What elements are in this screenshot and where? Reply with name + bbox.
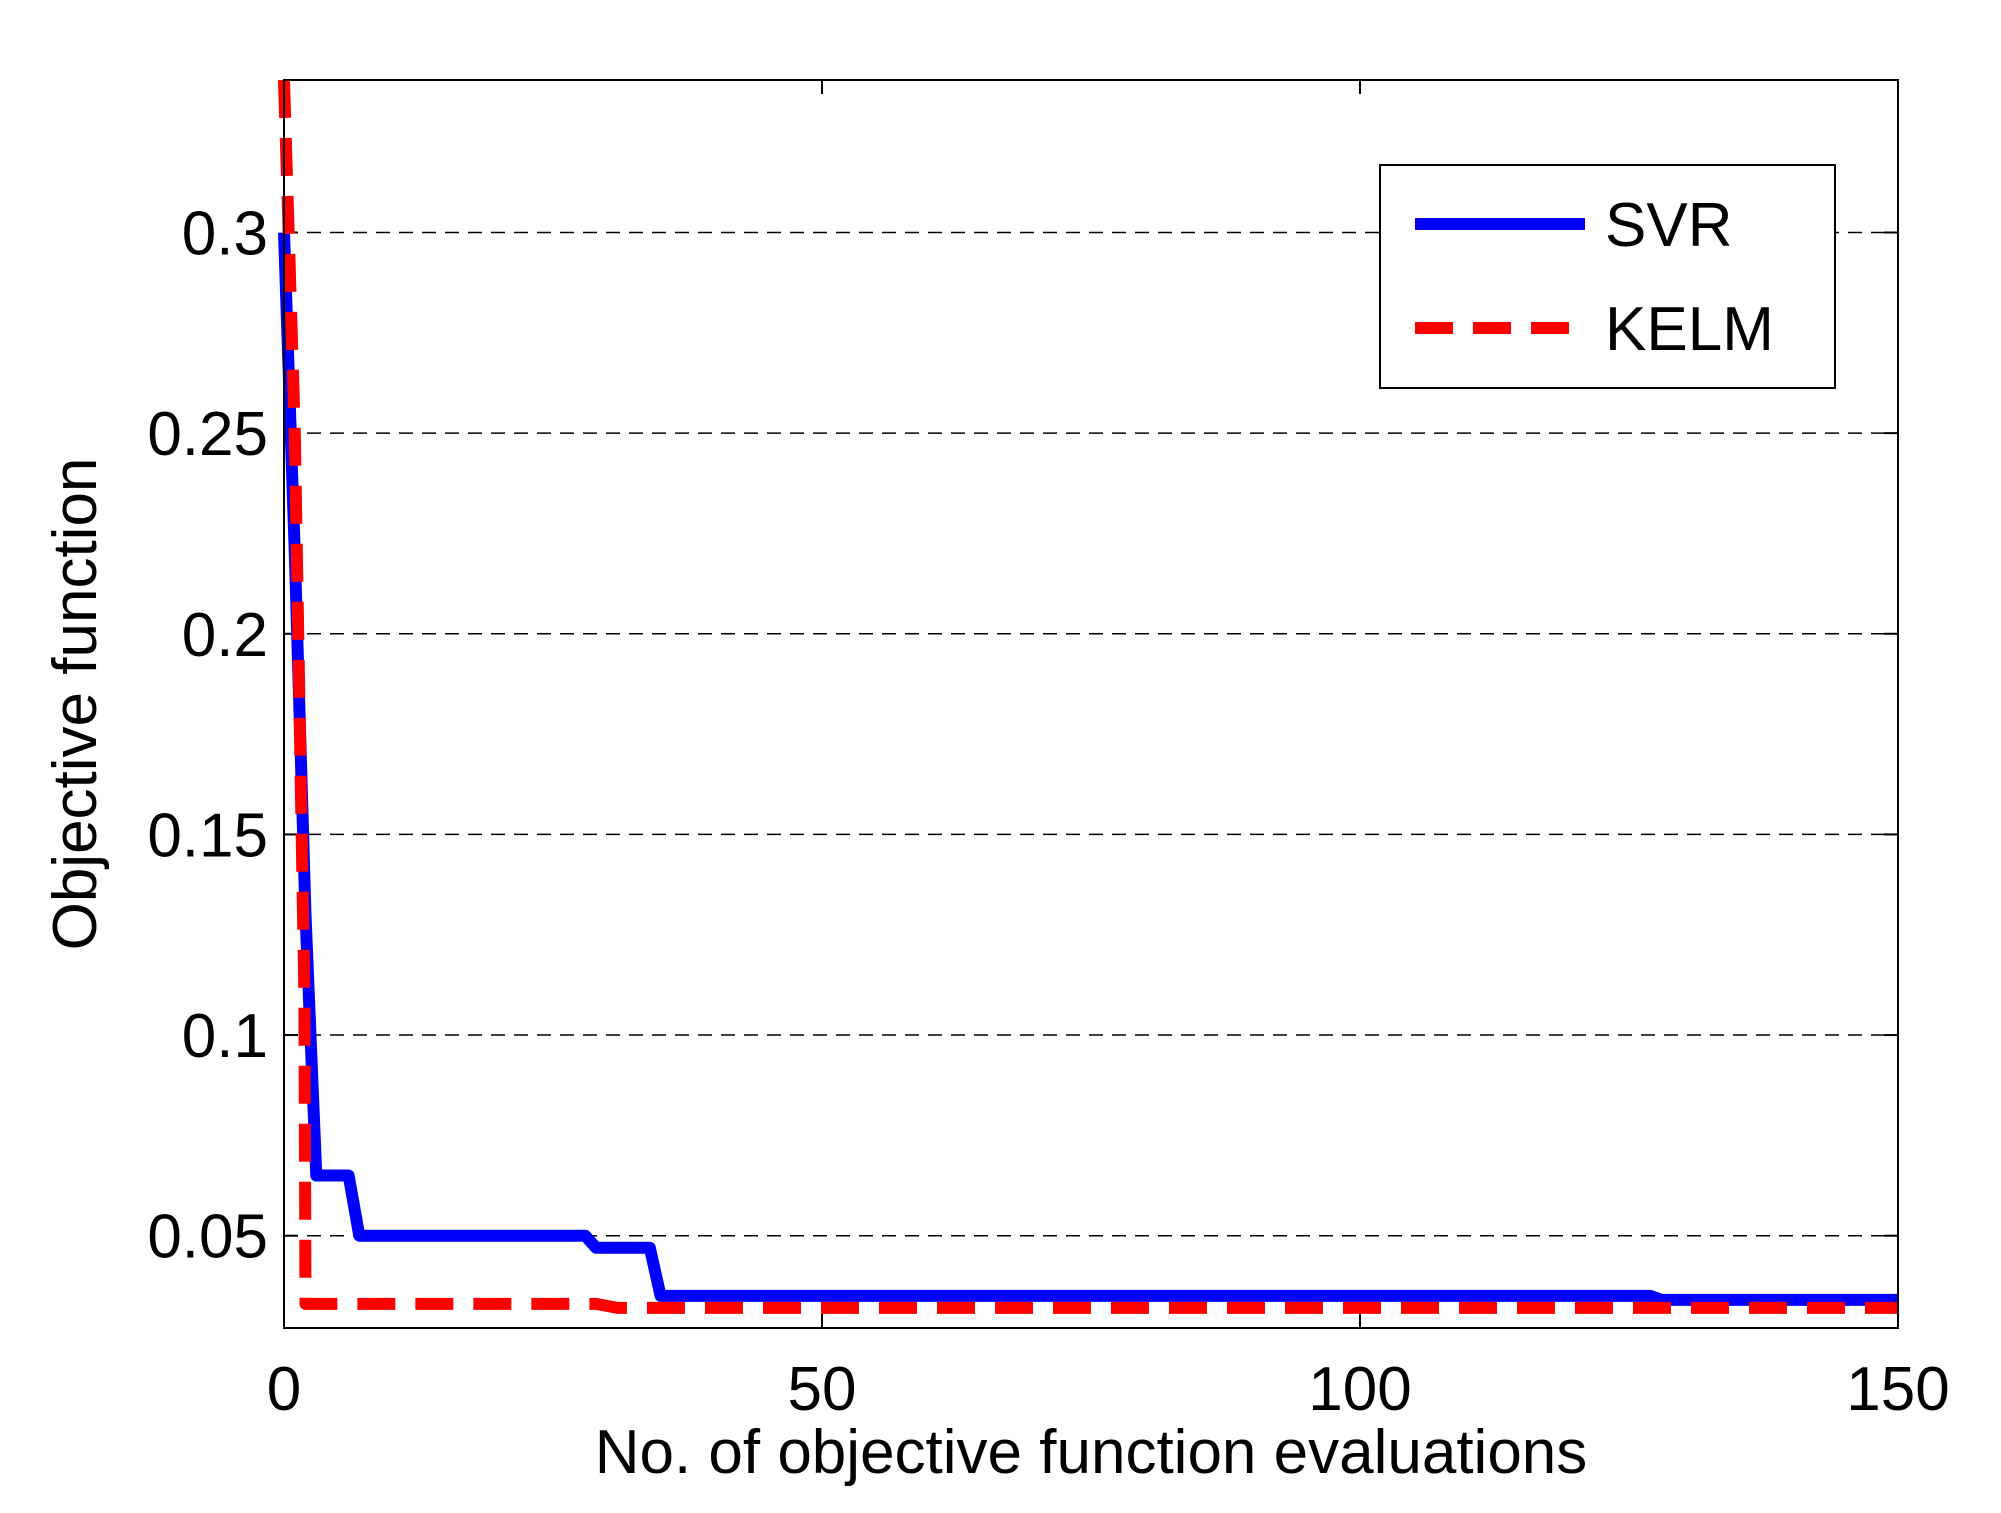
legend-label-svr: SVR: [1605, 191, 1732, 260]
legend: SVR KELM: [1379, 164, 1836, 389]
legend-label-kelm: KELM: [1605, 295, 1774, 364]
y-tick-label: 0.15: [147, 801, 268, 870]
y-tick-label: 0.1: [182, 1002, 268, 1071]
x-tick-labels: 0 50 100 150: [267, 1355, 1950, 1424]
series-line-kelm: [278, 79, 1898, 1314]
x-tick-label: 0: [267, 1355, 301, 1424]
x-tick-label: 100: [1308, 1355, 1411, 1424]
y-tick-label: 0.05: [147, 1203, 268, 1272]
y-tick-label: 0.2: [182, 601, 268, 670]
y-tick-labels: 0.05 0.1 0.15 0.2 0.25 0.3: [147, 199, 268, 1271]
y-axis-label: Objective function: [41, 458, 110, 951]
x-axis-label: No. of objective function evaluations: [595, 1418, 1588, 1487]
x-tick-label: 50: [788, 1355, 857, 1424]
plot-frame: [283, 79, 1899, 1329]
x-tick-label: 150: [1846, 1355, 1949, 1424]
grid-lines: [284, 231, 1898, 1237]
y-tick-label: 0.25: [147, 400, 268, 469]
y-tick-label: 0.3: [182, 199, 268, 268]
data-series: [278, 79, 1898, 1314]
legend-box: [1379, 164, 1836, 389]
